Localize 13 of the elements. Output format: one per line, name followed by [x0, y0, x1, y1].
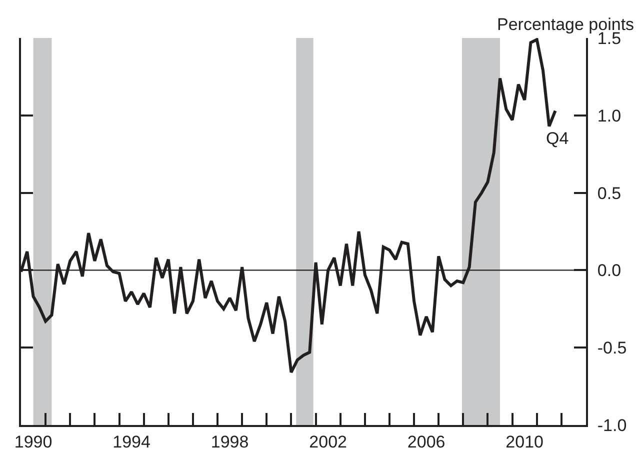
x-tick-label: 1994	[112, 432, 150, 452]
x-tick-label: 1990	[14, 432, 52, 452]
x-tick-label: 2010	[506, 432, 544, 452]
x-tick-label: 2006	[407, 432, 446, 452]
x-tick-label: 2002	[309, 432, 347, 452]
annotation: Q4	[546, 129, 569, 148]
y-tick-label: 0.0	[597, 261, 622, 280]
y-tick-label: 0.5	[597, 184, 622, 203]
y-tick-label: -1.0	[597, 416, 627, 435]
x-tick-label: 1998	[210, 432, 249, 452]
y-tick-label: 1.0	[597, 106, 622, 126]
y-tick-label: -0.5	[597, 338, 627, 358]
y-axis-title: Percentage points	[497, 15, 634, 34]
